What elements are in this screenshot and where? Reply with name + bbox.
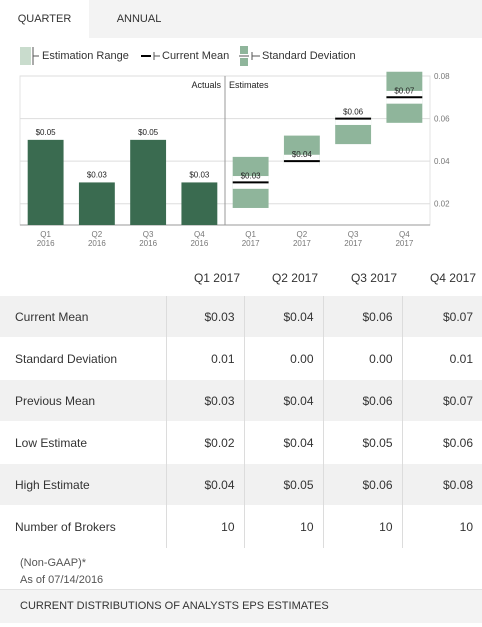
x-tick-quarter: Q4 — [399, 230, 410, 239]
eps-chart: 0.02 0.04 0.06 0.08 Actuals Estimates $0.05 $0.… — [19, 71, 450, 248]
cell-value: 0.01 — [165, 337, 244, 380]
as-of-date: As of 07/14/2016 — [20, 574, 104, 586]
cell-value: 10 — [243, 505, 323, 548]
actual-bar — [181, 182, 218, 225]
table-column-headers: Q1 2017 Q2 2017 Q3 2017 Q4 2017 — [0, 266, 482, 294]
x-tick-year: 2016 — [88, 239, 106, 248]
x-tick-year: 2016 — [37, 239, 55, 248]
cell-value: 0.00 — [243, 337, 323, 380]
cell-value: $0.08 — [401, 463, 482, 506]
column-header-q2-2017: Q2 2017 — [271, 271, 318, 285]
cell-value: $0.02 — [165, 421, 244, 464]
cell-value: $0.07 — [401, 379, 482, 422]
row-label: Number of Brokers — [0, 505, 166, 548]
y-tick-label: 0.08 — [434, 72, 450, 81]
cell-value: $0.05 — [322, 421, 402, 464]
actual-value-label: $0.03 — [87, 170, 108, 179]
legend-label-standard-deviation: Standard Deviation — [262, 50, 356, 62]
cell-value: $0.06 — [322, 295, 402, 338]
chart-legend: Estimation Range Current Mean Standard D… — [0, 42, 482, 70]
table-row-current-mean: Current Mean $0.03 $0.04 $0.06 $0.07 — [0, 295, 482, 338]
column-header-q1-2017: Q1 2017 — [193, 271, 240, 285]
cell-value: 10 — [322, 505, 402, 548]
x-tick-year: 2016 — [139, 239, 157, 248]
estimate-value-label: $0.03 — [241, 171, 262, 180]
y-tick-label: 0.02 — [434, 200, 450, 209]
table-row-number-of-brokers: Number of Brokers 10 10 10 10 — [0, 505, 482, 548]
current-mean-icon — [141, 52, 160, 60]
actual-bar — [130, 139, 167, 225]
x-tick-quarter: Q2 — [92, 230, 103, 239]
legend-label-current-mean: Current Mean — [162, 50, 230, 62]
cell-value: $0.07 — [401, 295, 482, 338]
row-label: High Estimate — [0, 463, 166, 506]
cell-value: $0.03 — [165, 379, 244, 422]
actual-bar — [27, 139, 64, 225]
cell-value: $0.04 — [243, 295, 323, 338]
x-tick-year: 2017 — [242, 239, 260, 248]
standard-deviation-icon — [239, 46, 260, 66]
cell-value: $0.04 — [243, 379, 323, 422]
row-label: Low Estimate — [0, 421, 166, 464]
cell-value: 10 — [165, 505, 244, 548]
x-tick-year: 2017 — [344, 239, 362, 248]
cell-value: $0.06 — [401, 421, 482, 464]
actuals-section-label: Actuals — [191, 80, 221, 90]
x-tick-quarter: Q1 — [40, 230, 51, 239]
actual-value-label: $0.05 — [36, 128, 57, 137]
cell-value: $0.06 — [322, 379, 402, 422]
cell-value: 0.00 — [322, 337, 402, 380]
table-row-standard-deviation: Standard Deviation 0.01 0.00 0.00 0.01 — [0, 337, 482, 380]
row-label: Standard Deviation — [0, 337, 166, 380]
table-row-low-estimate: Low Estimate $0.02 $0.04 $0.05 $0.06 — [0, 421, 482, 464]
tab-annual[interactable]: ANNUAL — [116, 13, 162, 25]
tab-quarter[interactable]: QUARTER — [0, 0, 89, 38]
estimates-section-label: Estimates — [229, 80, 269, 90]
period-tabs: QUARTER ANNUAL — [0, 0, 482, 38]
estimate-value-label: $0.06 — [343, 108, 364, 117]
actual-bar — [78, 182, 115, 225]
table-row-previous-mean: Previous Mean $0.03 $0.04 $0.06 $0.07 — [0, 379, 482, 422]
row-label: Previous Mean — [0, 379, 166, 422]
column-header-q3-2017: Q3 2017 — [350, 271, 397, 285]
cell-value: 10 — [401, 505, 482, 548]
cell-value: $0.03 — [165, 295, 244, 338]
x-tick-quarter: Q1 — [245, 230, 256, 239]
cell-value: $0.04 — [243, 421, 323, 464]
y-tick-label: 0.06 — [434, 115, 450, 124]
estimation-range-icon — [20, 47, 39, 65]
legend-label-estimation-range: Estimation Range — [42, 50, 129, 62]
x-tick-quarter: Q2 — [297, 230, 308, 239]
table-row-high-estimate: High Estimate $0.04 $0.05 $0.06 $0.08 — [0, 463, 482, 506]
current-distributions-link[interactable]: CURRENT DISTRIBUTIONS OF ANALYSTS EPS ES… — [0, 589, 482, 623]
x-tick-quarter: Q4 — [194, 230, 205, 239]
x-tick-quarter: Q3 — [143, 230, 154, 239]
cell-value: $0.04 — [165, 463, 244, 506]
non-gaap-note: (Non-GAAP)* — [20, 557, 87, 569]
x-tick-quarter: Q3 — [348, 230, 359, 239]
cell-value: 0.01 — [401, 337, 482, 380]
estimate-value-label: $0.04 — [292, 150, 313, 159]
estimate-value-label: $0.07 — [394, 86, 415, 95]
actual-value-label: $0.05 — [138, 128, 159, 137]
actual-value-label: $0.03 — [189, 170, 210, 179]
x-tick-year: 2016 — [190, 239, 208, 248]
x-tick-year: 2017 — [395, 239, 413, 248]
estimates-table: Current Mean $0.03 $0.04 $0.06 $0.07 Sta… — [0, 295, 482, 548]
y-tick-label: 0.04 — [434, 157, 450, 166]
cell-value: $0.06 — [322, 463, 402, 506]
x-tick-year: 2017 — [293, 239, 311, 248]
cell-value: $0.05 — [243, 463, 323, 506]
column-header-q4-2017: Q4 2017 — [429, 271, 476, 285]
row-label: Current Mean — [0, 295, 166, 338]
